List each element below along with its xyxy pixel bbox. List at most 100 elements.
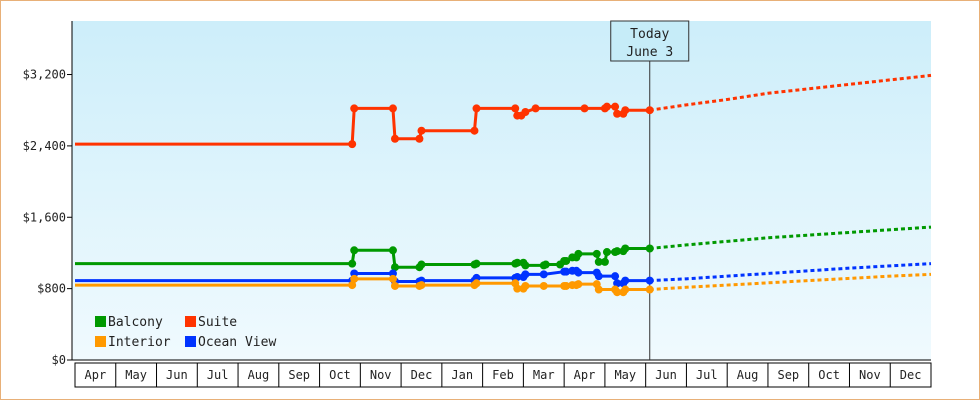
data-point [513, 284, 522, 293]
data-point [531, 104, 540, 113]
data-point [611, 272, 620, 281]
data-point [539, 270, 548, 279]
data-point [513, 258, 522, 267]
month-label: Oct [329, 368, 351, 382]
data-point [580, 104, 589, 113]
y-tick-label: $1,600 [23, 210, 66, 224]
data-point [611, 102, 620, 111]
data-point [594, 285, 603, 294]
month-label: Mar [533, 368, 555, 382]
data-point [613, 279, 622, 288]
data-point [594, 257, 603, 266]
forecast-line [649, 272, 932, 292]
forecast-lines [649, 73, 932, 292]
data-point [602, 248, 611, 257]
today-box [610, 20, 690, 62]
series-lines [75, 102, 654, 297]
data-point [645, 285, 654, 294]
today-annotation: Today June 3 [610, 20, 690, 360]
data-point [350, 104, 359, 113]
legend-swatch [95, 316, 106, 327]
data-point [350, 246, 359, 255]
data-point [613, 109, 622, 118]
y-tick-label: $3,200 [23, 68, 66, 82]
data-point [521, 261, 530, 270]
data-point [415, 134, 424, 143]
month-label: Dec [411, 368, 433, 382]
month-label: Sep [777, 368, 799, 382]
today-text: Today [630, 27, 669, 42]
data-point [388, 246, 397, 255]
month-label: Jul [207, 368, 229, 382]
data-point [521, 281, 530, 290]
legend-swatch [95, 336, 106, 347]
data-point [521, 107, 530, 116]
y-tick-label: $800 [37, 282, 66, 296]
month-label: Nov [370, 368, 392, 382]
legend: Balcony Suite Interior Ocean View [95, 315, 276, 350]
data-point [417, 126, 426, 135]
data-point [592, 249, 601, 258]
data-point [621, 106, 630, 115]
data-point [562, 256, 571, 265]
plot-background [72, 21, 931, 360]
data-point [521, 270, 530, 279]
data-point [348, 140, 357, 149]
data-point [390, 263, 399, 272]
legend-swatch [185, 336, 196, 347]
month-label: Nov [859, 368, 881, 382]
month-label: Dec [900, 368, 922, 382]
data-point [574, 280, 583, 289]
data-point [472, 259, 481, 268]
month-label: Oct [818, 368, 840, 382]
data-point [513, 273, 522, 282]
y-axis: $0 $800 $1,600 $2,400 $3,200 [23, 21, 73, 367]
data-point [388, 274, 397, 283]
data-point [645, 276, 654, 285]
month-label: Sep [288, 368, 310, 382]
forecast-line [649, 73, 932, 112]
legend-swatch [185, 316, 196, 327]
legend-label: Suite [198, 315, 237, 330]
data-point [539, 281, 548, 290]
data-point [645, 244, 654, 253]
data-point [574, 249, 583, 258]
data-point [348, 259, 357, 268]
data-point [541, 260, 550, 269]
month-label: Aug [248, 368, 270, 382]
month-label: Jul [696, 368, 718, 382]
month-label: Apr [85, 368, 107, 382]
data-point [472, 104, 481, 113]
month-label: Jan [451, 368, 473, 382]
month-label: Aug [737, 368, 759, 382]
data-point [511, 104, 520, 113]
legend-label: Balcony [108, 315, 163, 330]
data-point [472, 279, 481, 288]
month-label: May [125, 368, 147, 382]
data-point [645, 106, 654, 115]
data-point [594, 272, 603, 281]
data-point [348, 281, 357, 290]
forecast-line [649, 262, 932, 283]
month-label: Jun [655, 368, 677, 382]
y-tick-label: $2,400 [23, 139, 66, 153]
data-point [350, 274, 359, 283]
data-point [621, 285, 630, 294]
data-point [613, 288, 622, 297]
data-point [562, 267, 571, 276]
data-point [390, 134, 399, 143]
data-point [602, 102, 611, 111]
data-point [621, 276, 630, 285]
legend-label: Ocean View [198, 335, 276, 350]
x-axis: Apr May Jun Jul Aug Sep Oct Nov Dec Jan Feb Mar Apr M… [72, 359, 932, 388]
data-point [562, 281, 571, 290]
month-label: Apr [574, 368, 596, 382]
data-point [621, 244, 630, 253]
data-point [417, 281, 426, 290]
y-tick-label: $0 [52, 353, 66, 367]
data-point [470, 126, 479, 135]
month-label: Jun [166, 368, 188, 382]
month-label: May [614, 368, 636, 382]
